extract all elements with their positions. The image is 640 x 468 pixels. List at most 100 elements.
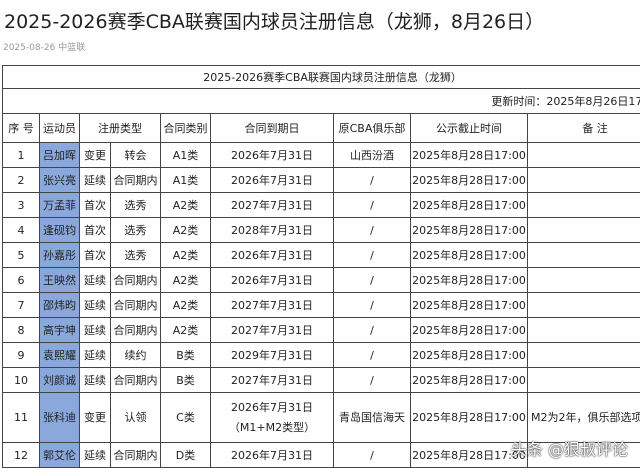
table-cell: 首次 (79, 192, 111, 218)
table-title: 2025-2026赛季CBA联赛国内球员注册信息（龙狮） (1, 65, 640, 89)
table-cell: 合同期内 (110, 167, 161, 193)
header-cell: 序 号 (2, 113, 40, 143)
table-row: 9 袁熙耀 延续 续约 B类 2029年7月31日/2025年8月28日17:00 (2, 342, 640, 368)
table-cell: 转会 (110, 142, 161, 168)
article-date: 2025-08-26 (3, 43, 56, 53)
table-row: 8 高宇坤 延续 合同期内 A2类 2027年7月31日/2025年8月28日17:00 (2, 317, 640, 343)
table-cell: 8 (2, 317, 40, 343)
table-cell: M2为2年，俱乐部选项 (526, 392, 640, 443)
table-cell (526, 217, 640, 243)
table-cell: 张科迪 (39, 392, 80, 443)
table-cell: 2025年8月28日17:00 (410, 267, 528, 293)
table-cell: 2025年8月28日17:00 (410, 242, 528, 268)
table-cell: 认领 (110, 392, 161, 443)
table-cell: A2类 (160, 292, 211, 318)
table-cell: 延续 (79, 267, 111, 293)
table-cell: 合同期内 (110, 292, 161, 318)
table-cell: 变更 (79, 142, 111, 168)
table-cell: 2 (2, 167, 40, 193)
table-cell: 高宇坤 (39, 317, 80, 343)
table-cell: 2026年7月31日 (210, 242, 334, 268)
table-cell: 合同期内 (110, 267, 161, 293)
table-cell: A2类 (160, 267, 211, 293)
table-row: 6 王映然 延续 合同期内 A2类 2026年7月31日/2025年8月28日17:00 (2, 267, 640, 293)
header-cell: 合同类别 (160, 113, 211, 143)
table-cell: 2027年7月31日 (210, 317, 334, 343)
table-cell: 2025年8月28日17:00 (410, 167, 528, 193)
table-cell: 2027年7月31日 (210, 367, 334, 393)
table-row: 3 万孟菲 首次 选秀 A2类 2027年7月31日/2025年8月28日17:00 (2, 192, 640, 218)
table-cell: 2025年8月28日17:00 (410, 292, 528, 318)
table-cell: 万孟菲 (39, 192, 80, 218)
header-cell: 原CBA俱乐部 (333, 113, 411, 143)
table-cell: 2025年8月28日17:00 (410, 342, 528, 368)
table-row: 12 郭艾伦 延续 合同期内 D类 2026年7月31日/2025年8月28日17:00 (2, 442, 640, 468)
table-cell: A2类 (160, 242, 211, 268)
table-cell: C类 (160, 392, 211, 443)
table-cell: 张兴亮 (39, 167, 80, 193)
table-cell: 2026年7月31日 (210, 442, 334, 468)
article-title: 2025-2026赛季CBA联赛国内球员注册信息（龙狮，8月26日） (4, 11, 545, 33)
table-cell: 合同期内 (110, 442, 161, 468)
table-cell: 2025年8月28日17:00 (410, 367, 528, 393)
table-cell: 邵炜昀 (39, 292, 80, 318)
table-cell: 6 (2, 267, 40, 293)
table-row: 5 孙嘉彤 首次 选秀 A2类 2026年7月31日/2025年8月28日17:00 (2, 242, 640, 268)
table-cell: 2029年7月31日 (210, 342, 334, 368)
article-source: 中篮联 (58, 43, 86, 53)
table-cell: / (333, 167, 411, 193)
header-cell: 注册类型 (79, 113, 161, 143)
table-cell: / (333, 242, 411, 268)
table-cell: / (333, 442, 411, 468)
table-cell: 1 (2, 142, 40, 168)
table-row: 4 逢砚钧 首次 选秀 A2类 2028年7月31日/2025年8月28日17:00 (2, 217, 640, 243)
table-cell (526, 442, 640, 468)
table-cell (526, 242, 640, 268)
table-row: 10 刘颜诚 延续 合同期内 B类 2027年7月31日/2025年8月28日17:00 (2, 367, 640, 393)
table-cell: A2类 (160, 192, 211, 218)
table-row: 2 张兴亮 延续 合同期内 A1类 2026年7月31日/2025年8月28日17:00 (2, 167, 640, 193)
table-cell: 2025年8月28日17:00 (410, 317, 528, 343)
table-cell: 2027年7月31日 (210, 192, 334, 218)
table-cell: / (333, 267, 411, 293)
table-cell: 延续 (79, 367, 111, 393)
table-cell: 延续 (79, 317, 111, 343)
table-cell (526, 367, 640, 393)
table-cell: 延续 (79, 342, 111, 368)
table-cell: / (333, 317, 411, 343)
table-cell: 2025年8月28日17:00 (410, 217, 528, 243)
table-cell: 续约 (110, 342, 161, 368)
header-cell: 运动员 (39, 113, 80, 143)
table-cell (526, 192, 640, 218)
table-cell: 3 (2, 192, 40, 218)
table-cell: 逢砚钧 (39, 217, 80, 243)
table-cell: A2类 (160, 317, 211, 343)
update-time: 更新时间：2025年8月26日17:00 (1, 88, 640, 114)
header-cell: 备 注 (526, 113, 640, 143)
table-cell (526, 142, 640, 168)
table-cell: 2028年7月31日 (210, 217, 334, 243)
table-cell: 2025年8月28日17:00 (410, 192, 528, 218)
table-row: 7 邵炜昀 延续 合同期内 A2类 2027年7月31日/2025年8月28日17:00 (2, 292, 640, 318)
table-cell: A1类 (160, 142, 211, 168)
table-cell: / (333, 192, 411, 218)
table-cell: 2026年7月31日 (210, 267, 334, 293)
table-cell: 12 (2, 442, 40, 468)
table-cell: A2类 (160, 217, 211, 243)
table-cell: 郭艾伦 (39, 442, 80, 468)
table-cell: / (333, 367, 411, 393)
table-cell: D类 (160, 442, 211, 468)
table-cell: B类 (160, 367, 211, 393)
table-cell: 袁熙耀 (39, 342, 80, 368)
table-cell (526, 267, 640, 293)
table-cell: 2025年8月28日17:00 (410, 442, 528, 468)
table-cell: / (333, 217, 411, 243)
table-row: 11 张科迪 变更 认领 C类 2026年7月31日 （M1+M2类型） 青岛国信海天 2025… (2, 392, 640, 443)
table-cell: B类 (160, 342, 211, 368)
table-cell: 10 (2, 367, 40, 393)
table-cell: 首次 (79, 242, 111, 268)
table-cell: 王映然 (39, 267, 80, 293)
registration-table: 2025-2026赛季CBA联赛国内球员注册信息（龙狮） 更新时间：2025年8… (1, 65, 640, 468)
table-cell: 4 (2, 217, 40, 243)
table-cell: 5 (2, 242, 40, 268)
